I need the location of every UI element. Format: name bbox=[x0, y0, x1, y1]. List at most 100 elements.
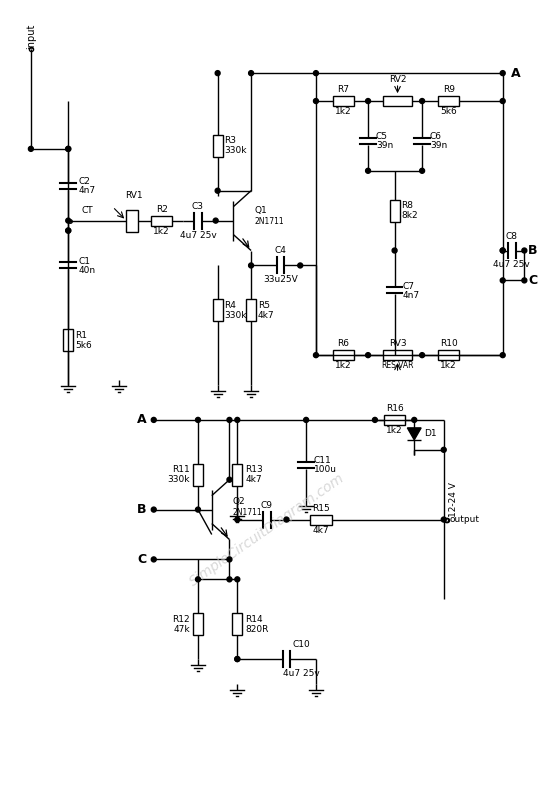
Circle shape bbox=[235, 517, 240, 522]
Text: 330k: 330k bbox=[225, 311, 247, 320]
Text: 4u7 25v: 4u7 25v bbox=[180, 230, 217, 240]
Text: R3: R3 bbox=[225, 136, 237, 145]
Bar bbox=[246, 299, 256, 321]
Text: C11: C11 bbox=[314, 456, 332, 466]
Circle shape bbox=[227, 477, 232, 482]
Text: 5k6: 5k6 bbox=[440, 107, 457, 116]
Bar bbox=[213, 135, 222, 157]
Circle shape bbox=[420, 99, 424, 103]
Bar bbox=[151, 215, 172, 226]
Circle shape bbox=[500, 71, 505, 76]
Circle shape bbox=[248, 71, 253, 76]
Text: 820R: 820R bbox=[245, 625, 268, 634]
Bar bbox=[383, 350, 412, 360]
Text: C8: C8 bbox=[505, 231, 517, 241]
Circle shape bbox=[66, 228, 71, 233]
Circle shape bbox=[366, 168, 370, 174]
Text: A: A bbox=[511, 66, 520, 80]
Circle shape bbox=[235, 417, 240, 422]
Text: 5k6: 5k6 bbox=[75, 341, 92, 350]
Bar bbox=[232, 613, 242, 635]
Text: R15: R15 bbox=[312, 503, 330, 513]
Text: R11: R11 bbox=[172, 466, 190, 474]
Circle shape bbox=[235, 656, 240, 661]
Circle shape bbox=[215, 189, 220, 193]
Text: 4k7: 4k7 bbox=[258, 311, 274, 320]
Circle shape bbox=[235, 577, 240, 581]
Text: C1: C1 bbox=[78, 257, 90, 266]
Text: C7: C7 bbox=[402, 282, 415, 291]
Text: B: B bbox=[137, 503, 147, 516]
Text: 4u7 25v: 4u7 25v bbox=[493, 260, 530, 270]
Circle shape bbox=[420, 168, 424, 174]
Text: B: B bbox=[528, 244, 538, 257]
Text: 39n: 39n bbox=[376, 141, 393, 151]
Text: R8: R8 bbox=[401, 201, 414, 210]
Circle shape bbox=[303, 417, 308, 422]
Bar bbox=[213, 299, 222, 321]
Text: 1k2: 1k2 bbox=[440, 361, 457, 370]
Text: input: input bbox=[26, 24, 36, 49]
Text: C4: C4 bbox=[275, 246, 287, 256]
Text: 1k2: 1k2 bbox=[386, 426, 403, 435]
Circle shape bbox=[500, 99, 505, 103]
Circle shape bbox=[195, 507, 200, 512]
Text: 1k2: 1k2 bbox=[153, 226, 170, 236]
Text: R6: R6 bbox=[338, 339, 349, 348]
Bar bbox=[310, 514, 332, 525]
Text: 39n: 39n bbox=[430, 141, 447, 151]
Text: Q2: Q2 bbox=[232, 497, 245, 506]
Circle shape bbox=[151, 557, 156, 562]
Circle shape bbox=[412, 417, 417, 422]
Text: R4: R4 bbox=[225, 301, 237, 310]
Text: R7: R7 bbox=[338, 85, 349, 94]
Text: output: output bbox=[450, 515, 480, 524]
Circle shape bbox=[195, 577, 200, 581]
Text: 12-24 V: 12-24 V bbox=[449, 482, 458, 517]
Text: R2: R2 bbox=[156, 204, 167, 214]
Text: C6: C6 bbox=[430, 133, 442, 141]
Text: 4k7: 4k7 bbox=[245, 475, 262, 484]
Text: 4k7: 4k7 bbox=[313, 525, 329, 534]
Text: CT: CT bbox=[82, 206, 93, 215]
Text: RV2: RV2 bbox=[389, 75, 406, 84]
Text: A: A bbox=[137, 413, 147, 426]
Text: C3: C3 bbox=[192, 202, 204, 211]
Circle shape bbox=[248, 263, 253, 268]
Text: 33u25V: 33u25V bbox=[263, 275, 298, 284]
Circle shape bbox=[441, 517, 446, 522]
Bar bbox=[438, 96, 460, 106]
Bar bbox=[333, 350, 354, 360]
Text: 40n: 40n bbox=[78, 266, 95, 275]
Text: R1: R1 bbox=[75, 331, 87, 340]
Text: R10: R10 bbox=[440, 339, 457, 348]
Text: C9: C9 bbox=[261, 500, 273, 510]
Text: 2N1711: 2N1711 bbox=[232, 508, 262, 517]
Circle shape bbox=[227, 577, 232, 581]
Text: R5: R5 bbox=[258, 301, 270, 310]
Text: R16: R16 bbox=[386, 404, 403, 413]
Text: C10: C10 bbox=[292, 640, 310, 649]
Text: 100u: 100u bbox=[314, 466, 337, 474]
Bar bbox=[193, 613, 203, 635]
Text: C2: C2 bbox=[78, 178, 90, 186]
Bar bbox=[333, 96, 354, 106]
Bar bbox=[126, 210, 138, 232]
Circle shape bbox=[151, 417, 156, 422]
Text: RV3: RV3 bbox=[389, 339, 407, 348]
Text: 2N1711: 2N1711 bbox=[254, 217, 284, 226]
Circle shape bbox=[298, 263, 303, 268]
Circle shape bbox=[314, 71, 319, 76]
Circle shape bbox=[500, 248, 505, 253]
Text: R13: R13 bbox=[245, 466, 263, 474]
Text: D1: D1 bbox=[424, 429, 437, 439]
Text: R9: R9 bbox=[443, 85, 455, 94]
Circle shape bbox=[151, 507, 156, 512]
Text: 47k: 47k bbox=[173, 625, 190, 634]
Circle shape bbox=[66, 218, 71, 223]
Text: C: C bbox=[138, 553, 147, 566]
Text: 4n7: 4n7 bbox=[402, 291, 420, 300]
Bar bbox=[63, 329, 73, 351]
Circle shape bbox=[500, 353, 505, 357]
Circle shape bbox=[522, 248, 527, 253]
